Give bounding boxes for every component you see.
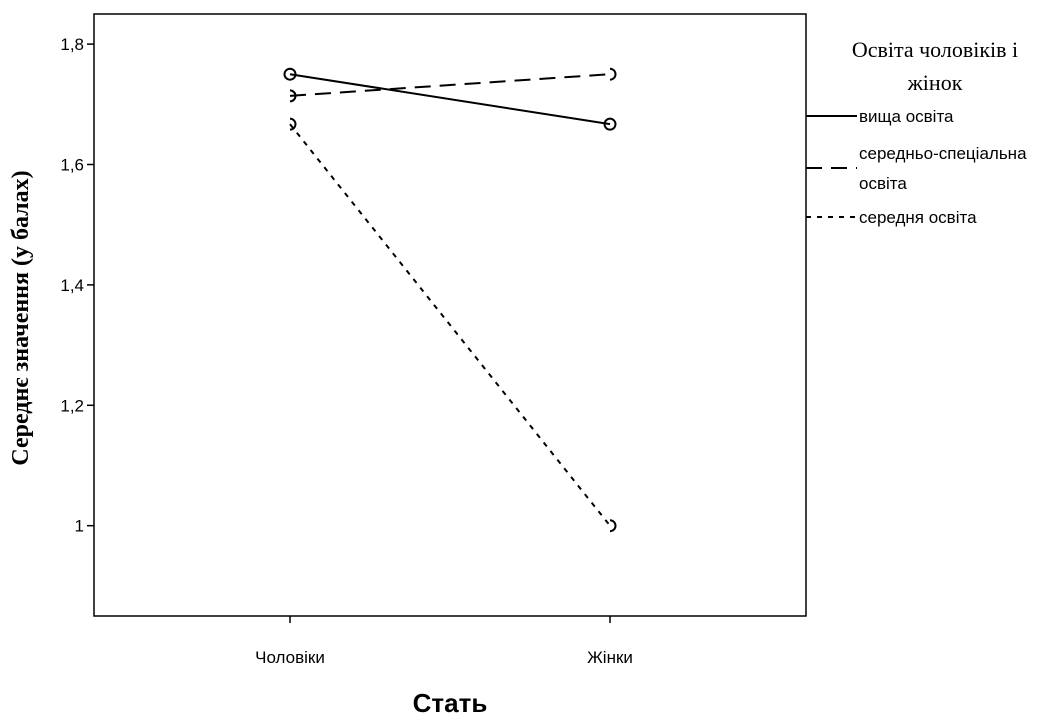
y-tick-label: 1,4 <box>60 276 84 295</box>
series-line <box>289 73 611 126</box>
data-point-marker <box>603 117 617 131</box>
data-point-marker <box>289 89 297 103</box>
y-tick-label: 1,8 <box>60 35 84 54</box>
legend-title-line2: жінок <box>907 70 963 95</box>
x-tick-label: Чоловіки <box>255 648 325 667</box>
legend-title-line1: Освіта чоловіків і <box>852 37 1018 62</box>
data-point-marker <box>289 117 297 131</box>
series-layer <box>283 67 617 533</box>
data-point-marker <box>609 67 617 81</box>
legend-label: вища освіта <box>859 107 954 126</box>
y-axis: 1 1,2 1,4 1,6 1,8 <box>60 35 94 536</box>
x-tick-label: Жінки <box>587 648 633 667</box>
series-line <box>289 73 611 97</box>
legend: Освіта чоловіків і жінок вища освіта сере… <box>806 37 1027 227</box>
legend-label: середня освіта <box>859 208 977 227</box>
x-axis-title: Стать <box>413 688 488 718</box>
series-group <box>289 67 617 103</box>
y-tick-label: 1,6 <box>60 156 84 175</box>
x-axis: Чоловіки Жінки <box>255 616 633 667</box>
series-group <box>283 67 617 131</box>
series-line <box>289 123 611 527</box>
data-point-marker <box>609 519 617 533</box>
legend-label: освіта <box>859 174 907 193</box>
y-axis-title: Середнє значення (у балах) <box>8 170 34 465</box>
data-point-marker <box>283 67 297 81</box>
plot-area-frame <box>93 13 807 617</box>
y-tick-label: 1,2 <box>60 396 84 415</box>
series-group <box>289 117 617 533</box>
legend-label: середньо-спеціальна <box>859 144 1027 163</box>
y-tick-label: 1 <box>75 517 84 536</box>
